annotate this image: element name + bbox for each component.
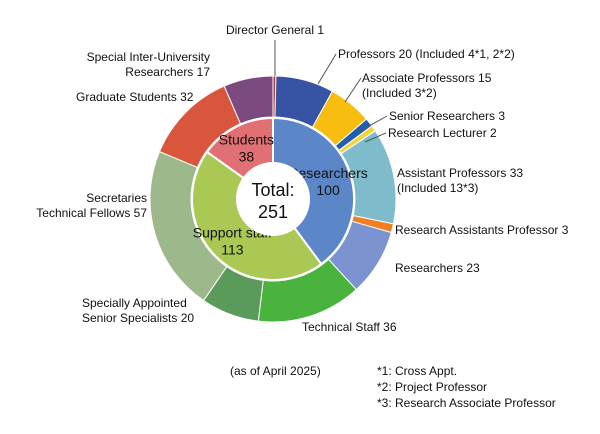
outer-label-professors: Professors 20 (Included 4*1, 2*2) bbox=[338, 47, 515, 61]
outer-label-ra_prof: Research Assistants Professor 3 bbox=[395, 223, 569, 237]
leader-line-lecturer bbox=[364, 132, 387, 143]
inner-label-researchers: Researchers bbox=[288, 165, 367, 181]
outer-label-secretaries-line2: Technical Fellows 57 bbox=[36, 206, 147, 220]
inner-value-students: 38 bbox=[239, 148, 255, 164]
total-label: Total: bbox=[251, 180, 294, 200]
outer-label-senior: Senior Researchers 3 bbox=[389, 109, 505, 123]
footnote-1: *1: Cross Appt. bbox=[377, 364, 458, 378]
outer-label-tech_staff: Technical Staff 36 bbox=[302, 320, 397, 334]
outer-label-specialists: Specially Appointed bbox=[82, 296, 187, 310]
leader-line-assoc bbox=[344, 77, 362, 103]
outer-label-assistant: Assistant Professors 33 bbox=[397, 166, 523, 180]
outer-label-special_univ-line2: Researchers 17 bbox=[125, 65, 210, 79]
outer-ring bbox=[149, 75, 397, 323]
leader-line-professors bbox=[317, 53, 337, 85]
footnote-2: *2: Project Professor bbox=[377, 380, 488, 394]
as-of-note: (as of April 2025) bbox=[230, 364, 321, 378]
outer-label-secretaries: Secretaries bbox=[86, 191, 147, 205]
outer-label-researchers23: Researchers 23 bbox=[395, 261, 480, 275]
outer-label-special_univ: Special Inter-University bbox=[87, 50, 210, 64]
outer-label-lecturer: Research Lecturer 2 bbox=[388, 126, 497, 140]
outer-label-assoc: Associate Professors 15 bbox=[362, 71, 492, 85]
center-hole bbox=[236, 162, 310, 236]
total-value: 251 bbox=[258, 202, 288, 222]
inner-value-researchers: 100 bbox=[316, 182, 340, 198]
leader-line-senior bbox=[359, 115, 388, 132]
inner-label-students: Students bbox=[219, 131, 274, 147]
footnote-3: *3: Research Associate Professor bbox=[377, 396, 556, 410]
outer-label-assoc-line2: (Included 3*2) bbox=[362, 86, 437, 100]
outer-labels: Director General 1 Professors 20 (Include… bbox=[36, 23, 568, 334]
outer-label-assistant-line2: (Included 13*3) bbox=[397, 181, 478, 195]
outer-label-grad: Graduate Students 32 bbox=[76, 90, 194, 104]
inner-slice-researchers bbox=[272, 116, 355, 266]
inner-value-support-staff: 113 bbox=[221, 241, 244, 257]
outer-label-specialists-line2: Senior Specialists 20 bbox=[82, 311, 194, 325]
outer-label-director: Director General 1 bbox=[226, 23, 324, 37]
label-leader-lines bbox=[274, 40, 388, 143]
